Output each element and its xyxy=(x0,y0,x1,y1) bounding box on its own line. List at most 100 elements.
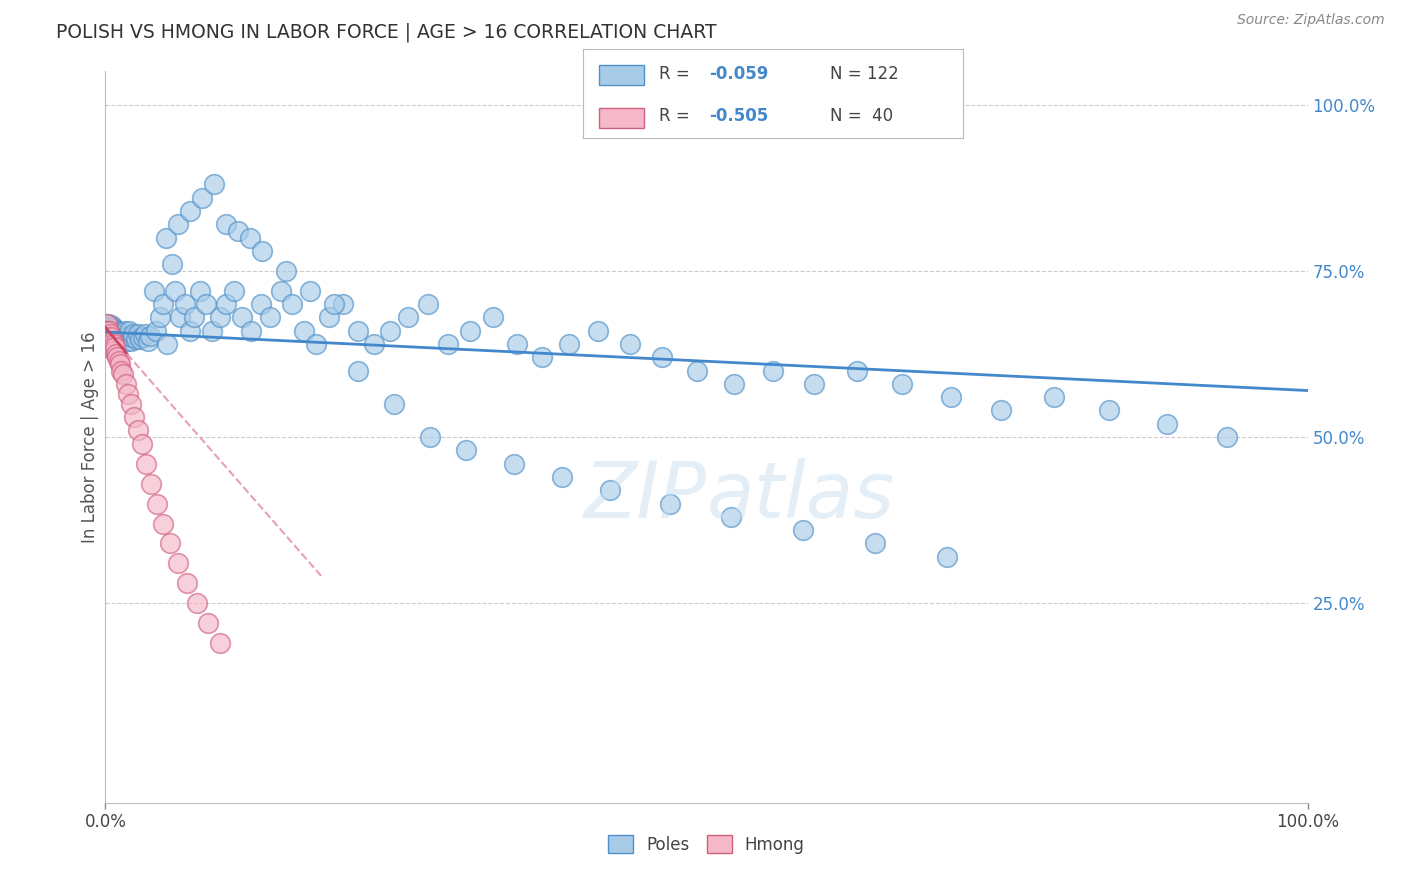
Text: -0.505: -0.505 xyxy=(709,107,768,125)
Point xyxy=(107,334,129,348)
Point xyxy=(131,436,153,450)
Point xyxy=(96,317,118,331)
Point xyxy=(98,334,121,348)
Point xyxy=(166,557,188,571)
Point xyxy=(551,470,574,484)
Point xyxy=(1098,403,1121,417)
Point xyxy=(863,536,886,550)
Point xyxy=(762,363,785,377)
Point xyxy=(160,257,183,271)
Point xyxy=(103,329,125,343)
Point xyxy=(173,297,195,311)
Point xyxy=(122,326,145,341)
Text: ZIP: ZIP xyxy=(583,458,707,533)
Point xyxy=(97,317,120,331)
Point xyxy=(108,325,131,339)
Point xyxy=(98,334,121,348)
Point xyxy=(322,297,344,311)
Point xyxy=(97,337,120,351)
Point xyxy=(97,330,120,344)
Point xyxy=(651,351,673,365)
Point xyxy=(107,353,129,368)
Point xyxy=(97,324,120,338)
Point xyxy=(990,403,1012,417)
Point xyxy=(98,326,121,341)
Point xyxy=(659,497,682,511)
Point xyxy=(152,516,174,531)
Point xyxy=(129,332,152,346)
Point xyxy=(481,310,503,325)
Point xyxy=(249,297,271,311)
Point xyxy=(208,310,231,325)
Point xyxy=(274,264,297,278)
Point xyxy=(98,330,121,344)
Point xyxy=(169,310,191,325)
Point xyxy=(239,230,262,244)
Point xyxy=(558,337,581,351)
Point xyxy=(98,326,121,341)
Point xyxy=(114,324,136,338)
Point xyxy=(190,284,212,298)
Point xyxy=(103,322,125,336)
Point xyxy=(101,334,124,348)
Point xyxy=(382,397,405,411)
Point xyxy=(723,376,745,391)
Point xyxy=(145,324,167,338)
Point xyxy=(103,343,125,358)
Point xyxy=(186,596,208,610)
Point xyxy=(100,318,122,333)
Point xyxy=(96,324,118,338)
Text: N = 122: N = 122 xyxy=(830,65,898,83)
Point xyxy=(239,324,262,338)
Point xyxy=(1216,430,1239,444)
Point xyxy=(104,340,127,354)
Point xyxy=(110,329,132,343)
Point xyxy=(103,337,125,351)
Point xyxy=(845,363,868,377)
Text: atlas: atlas xyxy=(707,458,894,533)
Point xyxy=(100,325,122,339)
Point xyxy=(156,337,179,351)
Point xyxy=(139,476,162,491)
Point xyxy=(332,297,354,311)
Point xyxy=(112,326,135,341)
Point xyxy=(155,230,177,244)
Point xyxy=(305,337,328,351)
Point xyxy=(292,324,315,338)
Point xyxy=(120,397,142,411)
Point xyxy=(419,430,441,444)
Point xyxy=(111,332,134,346)
Point xyxy=(599,483,621,498)
Point xyxy=(201,324,224,338)
Text: Source: ZipAtlas.com: Source: ZipAtlas.com xyxy=(1237,13,1385,28)
Point xyxy=(108,357,131,371)
Point xyxy=(347,363,370,377)
Point xyxy=(231,310,253,325)
Point xyxy=(115,334,138,348)
Point xyxy=(112,367,135,381)
Point xyxy=(363,337,385,351)
Point xyxy=(281,297,304,311)
Point xyxy=(117,387,139,401)
Text: R =: R = xyxy=(659,107,696,125)
Point xyxy=(96,330,118,344)
Point xyxy=(208,636,231,650)
Point xyxy=(166,217,188,231)
Legend: Poles, Hmong: Poles, Hmong xyxy=(602,829,811,860)
Point xyxy=(127,326,149,341)
Point xyxy=(619,337,641,351)
Point xyxy=(142,284,165,298)
Point xyxy=(127,424,149,438)
Point xyxy=(101,340,124,354)
Point xyxy=(195,297,218,311)
Point xyxy=(222,284,245,298)
Point xyxy=(107,326,129,341)
Point xyxy=(159,536,181,550)
Point xyxy=(97,324,120,338)
Point xyxy=(270,284,292,298)
Point xyxy=(97,330,120,344)
Point xyxy=(891,376,914,391)
Point xyxy=(98,330,121,344)
Y-axis label: In Labor Force | Age > 16: In Labor Force | Age > 16 xyxy=(80,331,98,543)
Point xyxy=(179,204,201,219)
